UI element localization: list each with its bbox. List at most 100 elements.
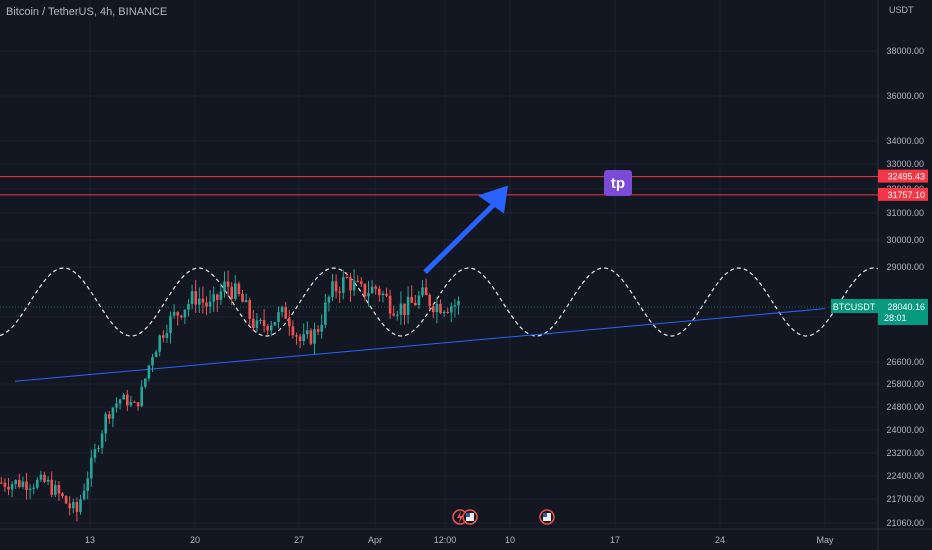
price-tick-label[interactable]: 31000.00 <box>886 208 924 218</box>
price-tick-label[interactable]: 22400.00 <box>886 471 924 481</box>
candle-body <box>25 481 28 490</box>
projection-arrow[interactable] <box>423 185 508 274</box>
candle-body <box>295 335 298 337</box>
price-tick-label[interactable]: 34000.00 <box>886 136 924 146</box>
time-tick-label[interactable]: 17 <box>610 535 620 545</box>
price-tick-label[interactable]: 24800.00 <box>886 402 924 412</box>
price-tick-label[interactable]: 26600.00 <box>886 357 924 367</box>
candle <box>115 397 118 413</box>
level-badge-lower <box>878 187 928 201</box>
arrow-head[interactable] <box>478 185 508 214</box>
candle <box>295 332 298 345</box>
time-axis[interactable]: 13 20 27 Apr 12:00 10 17 24 May <box>85 535 834 545</box>
time-tick-label[interactable]: 13 <box>85 535 95 545</box>
candle <box>399 291 403 325</box>
candle <box>381 291 385 303</box>
candle <box>205 296 208 316</box>
trendline-path[interactable] <box>14 308 826 382</box>
candle-body <box>64 496 68 504</box>
candle-body <box>302 334 305 341</box>
price-tick-label[interactable]: 36000.00 <box>886 91 924 101</box>
price-tick-label[interactable]: 33000.00 <box>886 159 924 169</box>
candle-body <box>183 309 187 318</box>
time-tick-label[interactable]: 10 <box>505 535 515 545</box>
candle <box>64 495 68 504</box>
candle <box>39 470 43 483</box>
candle <box>93 443 97 463</box>
arrow-shaft[interactable] <box>423 196 502 274</box>
ascending-trendline[interactable] <box>14 308 826 382</box>
price-tick-label[interactable]: 24000.00 <box>886 425 924 435</box>
candle-body <box>374 286 377 289</box>
candle-body <box>169 315 172 334</box>
us-flag-event-icon[interactable] <box>539 509 555 525</box>
candle <box>183 309 187 325</box>
horizontal-levels[interactable] <box>0 176 878 196</box>
candle-body <box>352 280 356 291</box>
price-tick-label[interactable]: 21700.00 <box>886 494 924 504</box>
price-tick-label[interactable]: 23200.00 <box>886 448 924 458</box>
candle <box>378 285 381 302</box>
event-markers[interactable] <box>452 509 555 525</box>
symbol-tag <box>831 298 878 313</box>
candle-body <box>147 365 151 379</box>
candle-body <box>144 378 147 387</box>
candle-body <box>36 479 39 488</box>
candle-body <box>165 333 169 338</box>
candle <box>226 270 230 296</box>
time-tick-label[interactable]: May <box>816 535 834 545</box>
candle-body <box>457 300 460 306</box>
candle-body <box>446 311 449 313</box>
candle-body <box>7 486 10 490</box>
candle <box>3 478 7 492</box>
flag-canton <box>466 513 470 517</box>
candle <box>370 279 374 294</box>
candle-body <box>370 286 374 294</box>
time-tick-label[interactable]: 27 <box>294 535 304 545</box>
candle-body <box>432 306 435 313</box>
price-axis[interactable]: 38000.0036000.0034000.0033000.0032000.00… <box>886 46 924 528</box>
price-tick-label[interactable]: 38000.00 <box>886 46 924 56</box>
candle <box>50 471 53 498</box>
candle <box>86 471 89 500</box>
candle-body <box>50 479 53 495</box>
level-badge-upper <box>878 169 928 183</box>
candle-body <box>309 330 313 344</box>
candle <box>14 479 17 489</box>
candle-body <box>126 394 129 406</box>
candle <box>147 364 151 382</box>
price-tick-label[interactable]: 30000.00 <box>886 235 924 245</box>
time-tick-label[interactable]: 20 <box>190 535 200 545</box>
candle <box>198 287 201 314</box>
symbol-title[interactable]: Bitcoin / TetherUS, 4h, BINANCE <box>6 6 168 18</box>
candle <box>284 301 287 320</box>
candle <box>36 476 39 490</box>
candle <box>392 305 395 317</box>
candle <box>169 311 172 344</box>
candle <box>446 307 449 314</box>
candle-body <box>118 399 122 404</box>
candle-body <box>151 357 154 366</box>
candle-body <box>259 319 262 321</box>
us-flag-event-icon[interactable] <box>462 509 478 525</box>
candle <box>428 293 431 311</box>
candle-body <box>442 311 446 314</box>
time-tick-label[interactable]: 24 <box>715 535 725 545</box>
time-tick-label[interactable]: 12:00 <box>434 535 457 545</box>
time-tick-label[interactable]: Apr <box>368 535 382 545</box>
candle-body <box>342 276 345 293</box>
candle-body <box>345 276 349 278</box>
tradingpedia-logo: tp <box>604 170 632 196</box>
candle <box>298 333 302 349</box>
lightning-glyph <box>457 511 463 523</box>
price-tick-label[interactable]: 25800.00 <box>886 379 924 389</box>
candle <box>162 329 165 343</box>
price-tick-label[interactable]: 21060.00 <box>886 518 924 528</box>
candle <box>374 284 377 295</box>
candle <box>410 285 413 303</box>
candle-body <box>439 303 442 314</box>
candle-body <box>158 335 161 352</box>
price-tick-label[interactable]: 29000.00 <box>886 262 924 272</box>
candle-body <box>86 478 89 491</box>
